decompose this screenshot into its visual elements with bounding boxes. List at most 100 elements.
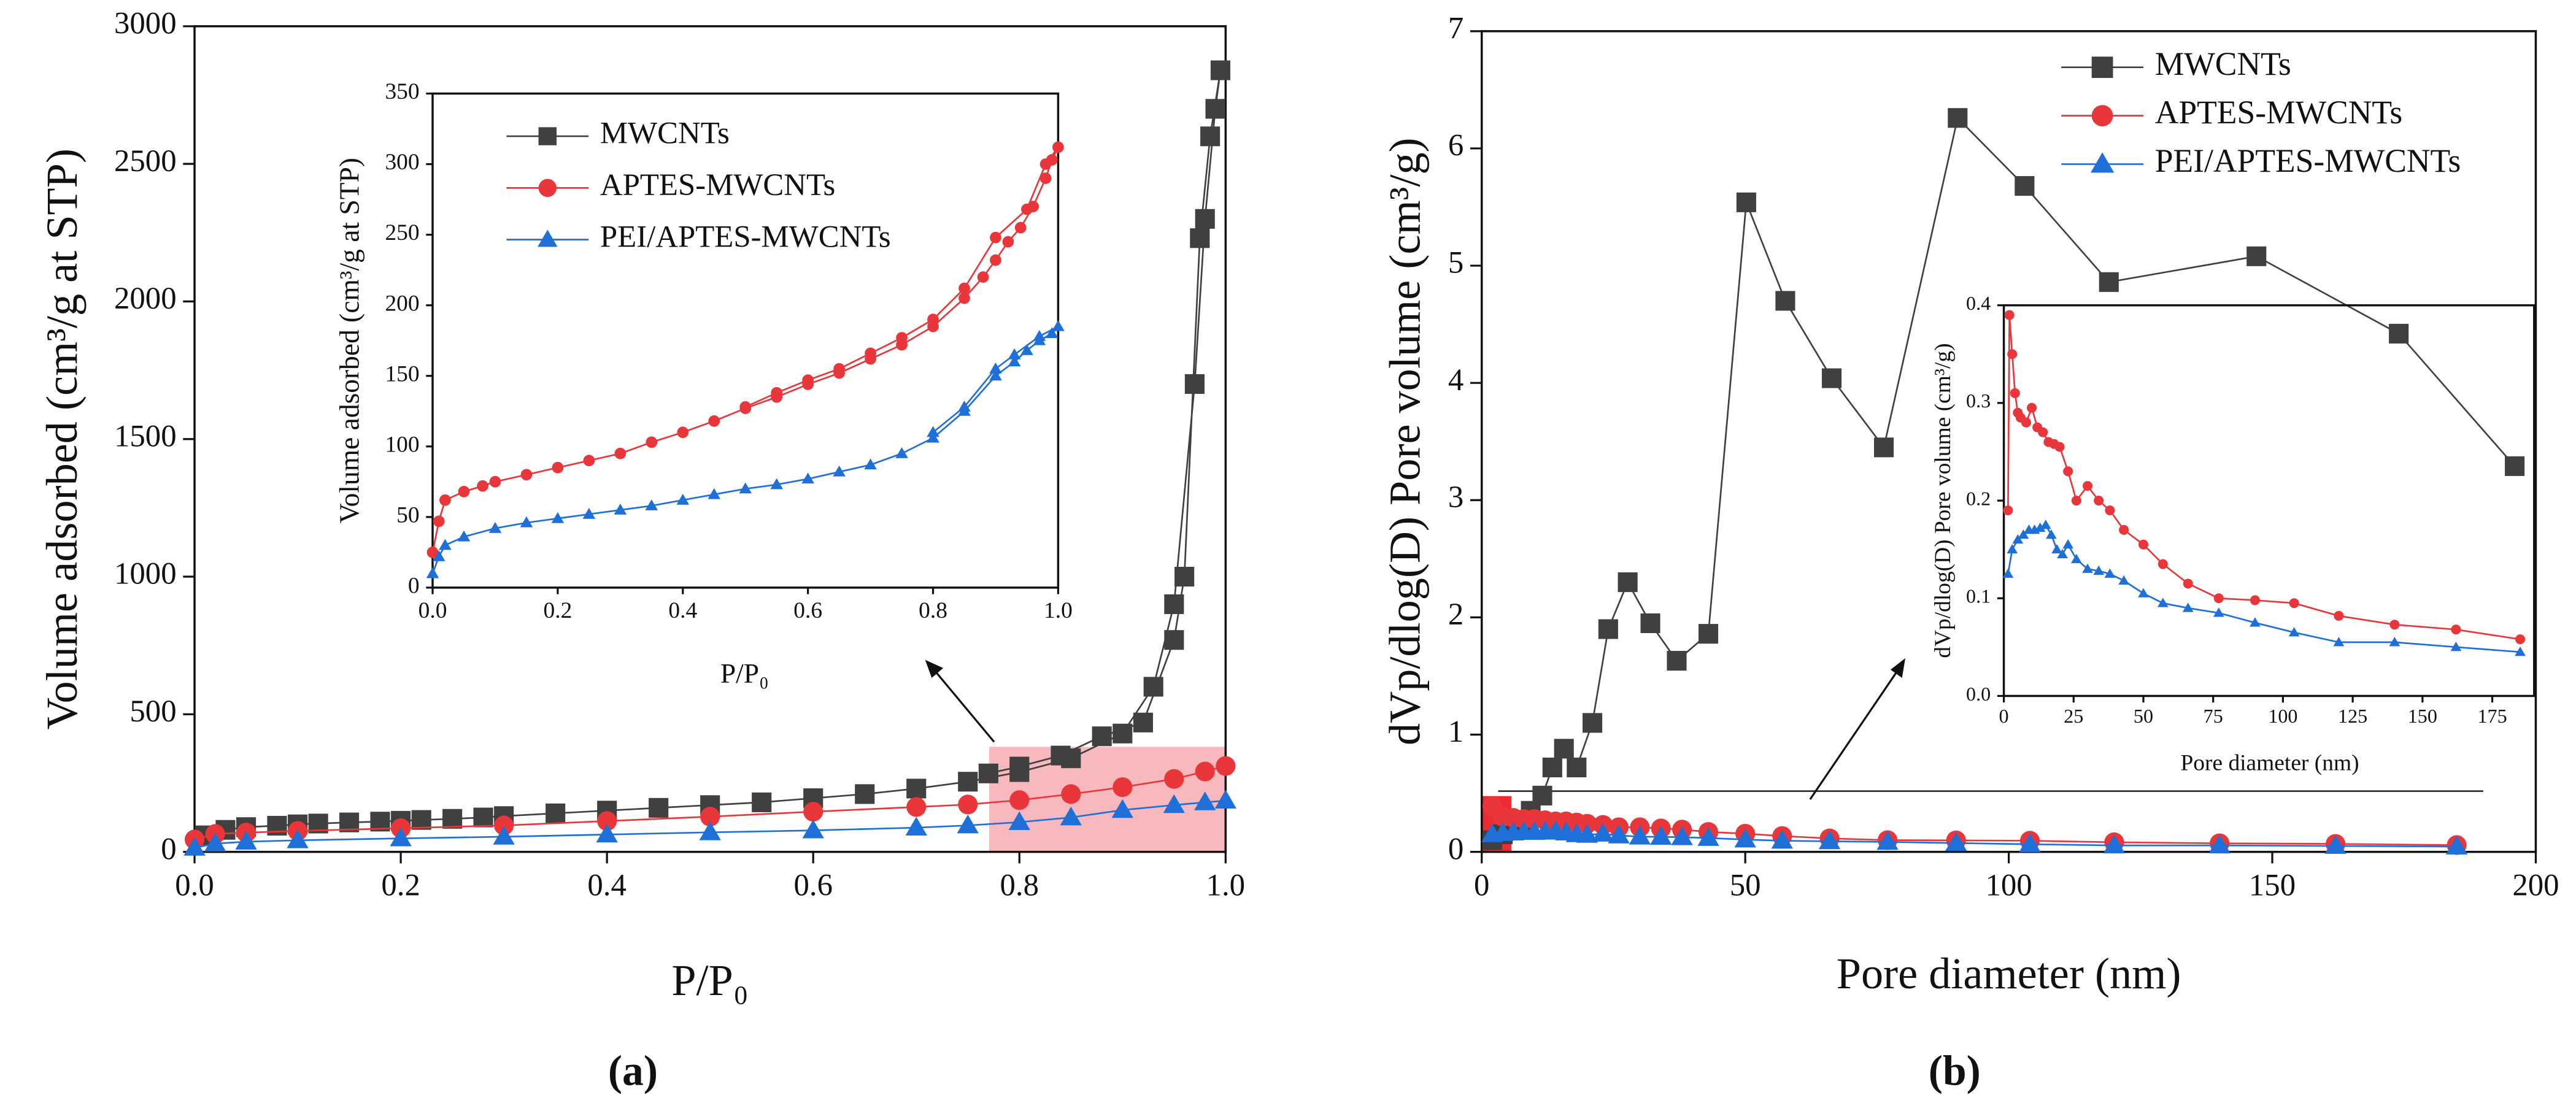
y-tick-label: 1000 [114, 556, 177, 591]
marker [977, 271, 989, 283]
marker [287, 829, 309, 848]
x-tick-label: 50 [2134, 705, 2153, 727]
x-tick-label: 75 [2204, 705, 2223, 727]
marker [958, 772, 978, 792]
y-tick-label: 6 [1448, 128, 1463, 163]
y-tick-label: 2 [1448, 597, 1463, 631]
arrow [1809, 671, 1898, 800]
arrow-head [925, 659, 944, 678]
plot-frame [431, 92, 1060, 589]
marker [895, 447, 908, 458]
marker [1821, 368, 1842, 388]
marker [771, 386, 783, 399]
marker [989, 369, 1002, 381]
marker [1698, 624, 1719, 644]
marker [1052, 320, 1065, 331]
marker [1771, 829, 1793, 849]
marker [2104, 568, 2116, 578]
marker [1184, 374, 1205, 394]
marker [442, 809, 463, 829]
marker [1009, 756, 1030, 777]
x-tick-label: 175 [2477, 705, 2507, 727]
marker [1697, 827, 1719, 846]
marker [1092, 726, 1112, 747]
marker [833, 465, 846, 477]
marker [1818, 830, 1841, 850]
marker [473, 807, 493, 828]
legend-label: APTES-MWCNTs [2155, 94, 2402, 131]
marker [2105, 505, 2115, 516]
x-tick-label: 1.0 [1206, 868, 1246, 902]
marker [1629, 826, 1651, 845]
marker [700, 807, 720, 827]
marker [1618, 572, 1638, 593]
y-tick-label: 350 [385, 79, 419, 104]
marker [2250, 617, 2261, 627]
marker [439, 539, 452, 550]
marker [802, 374, 814, 386]
marker [1113, 723, 1133, 744]
marker [1045, 327, 1059, 339]
marker [204, 832, 226, 852]
marker [1671, 826, 1693, 845]
marker [1650, 826, 1672, 845]
marker [990, 254, 1001, 266]
marker [2250, 595, 2260, 605]
panel-label: (b) [1929, 1047, 1981, 1094]
marker [2015, 176, 2035, 196]
marker [906, 797, 927, 817]
marker [1598, 619, 1618, 639]
x-tick-label: 25 [2064, 705, 2083, 727]
arrow [936, 672, 995, 743]
series-line [431, 147, 1059, 553]
marker [958, 282, 970, 294]
y-tick-label: 4 [1448, 363, 1463, 397]
marker [677, 426, 689, 439]
x-tick-label: 0.0 [418, 598, 447, 623]
marker [649, 797, 669, 818]
marker [596, 823, 618, 843]
series-line [204, 70, 1222, 837]
x-tick-label: 0.8 [919, 598, 947, 623]
marker [2451, 625, 2461, 635]
marker [597, 811, 617, 831]
x-tick-label: 150 [2249, 868, 2296, 902]
marker [855, 784, 875, 804]
x-axis-label: Pore diameter (nm) [1837, 949, 2181, 998]
marker [477, 480, 488, 492]
marker [457, 530, 471, 542]
marker [2119, 525, 2129, 535]
marker [2002, 568, 2014, 578]
y-tick-label: 1500 [114, 418, 177, 453]
y-axis-label: Volume adsorbed (cm³/g at STP) [37, 148, 87, 729]
x-tick-label: 0.4 [587, 868, 627, 902]
marker [927, 426, 939, 437]
marker [752, 792, 772, 812]
marker [1775, 291, 1795, 311]
x-axis-label: Pore diameter (nm) [2180, 750, 2359, 775]
marker [2010, 388, 2020, 398]
marker [989, 362, 1002, 374]
marker [2515, 646, 2526, 656]
marker [426, 567, 439, 578]
marker [1948, 108, 1968, 128]
marker [1008, 348, 1021, 359]
y-tick-label: 0 [161, 831, 176, 866]
marker [990, 231, 1001, 244]
marker [2057, 548, 2068, 559]
y-tick-label: 100 [385, 432, 419, 457]
marker [2027, 402, 2037, 413]
marker [770, 478, 783, 490]
marker [458, 486, 470, 498]
marker [1014, 221, 1027, 234]
x-axis-label: P/P₀ [671, 956, 749, 1005]
marker [2091, 105, 2113, 127]
x-tick-label: 100 [2268, 705, 2297, 727]
marker [2094, 496, 2104, 506]
marker [1164, 769, 1184, 789]
marker [906, 778, 927, 799]
y-tick-label: 200 [385, 291, 419, 316]
marker [2334, 610, 2344, 621]
x-tick-label: 0.4 [668, 598, 697, 623]
